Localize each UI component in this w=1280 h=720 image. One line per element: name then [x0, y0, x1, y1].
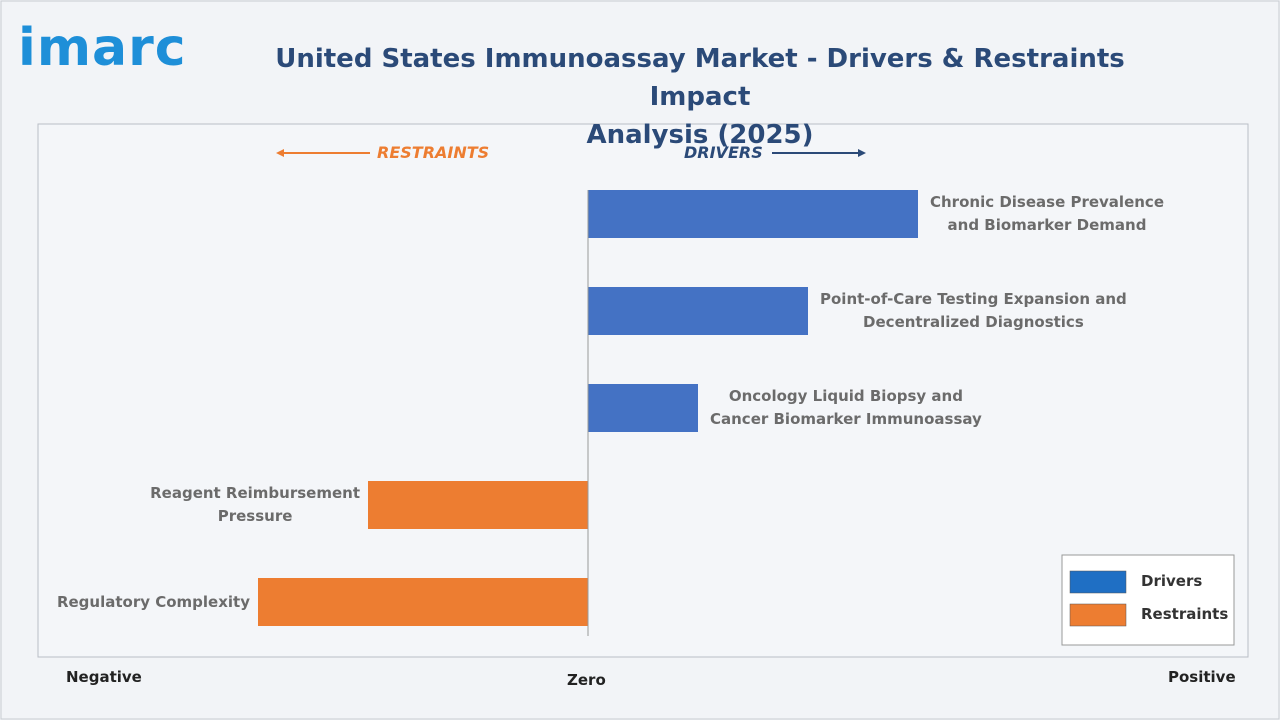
bar	[588, 190, 918, 238]
restraints-label: RESTRAINTS	[377, 143, 490, 162]
axis-negative: Negative	[66, 668, 142, 686]
legend-label: Drivers	[1141, 572, 1203, 590]
legend-swatch	[1069, 570, 1127, 594]
category-label: Chronic Disease Prevalence and Biomarker…	[930, 193, 1164, 234]
legend-label: Restraints	[1141, 605, 1229, 623]
bar	[368, 481, 588, 529]
logo: imarc	[18, 18, 187, 78]
axis-positive: Positive	[1168, 668, 1236, 686]
axis-zero: Zero	[567, 671, 606, 689]
bar	[588, 384, 698, 432]
drivers-arrowhead	[858, 149, 866, 157]
restraints-arrowhead	[276, 149, 284, 157]
legend-box	[1061, 554, 1235, 646]
legend-swatch	[1069, 603, 1127, 627]
bar	[258, 578, 588, 626]
bar	[588, 287, 808, 335]
category-label: Reagent Reimbursement Pressure	[150, 484, 360, 525]
chart-title: United States Immunoassay Market - Drive…	[275, 44, 1125, 150]
category-label: Oncology Liquid Biopsy and Cancer Biomar…	[710, 387, 982, 428]
drivers-label: DRIVERS	[684, 143, 763, 162]
category-label: Point-of-Care Testing Expansion and Dece…	[820, 290, 1127, 331]
category-label: Regulatory Complexity	[56, 593, 250, 611]
